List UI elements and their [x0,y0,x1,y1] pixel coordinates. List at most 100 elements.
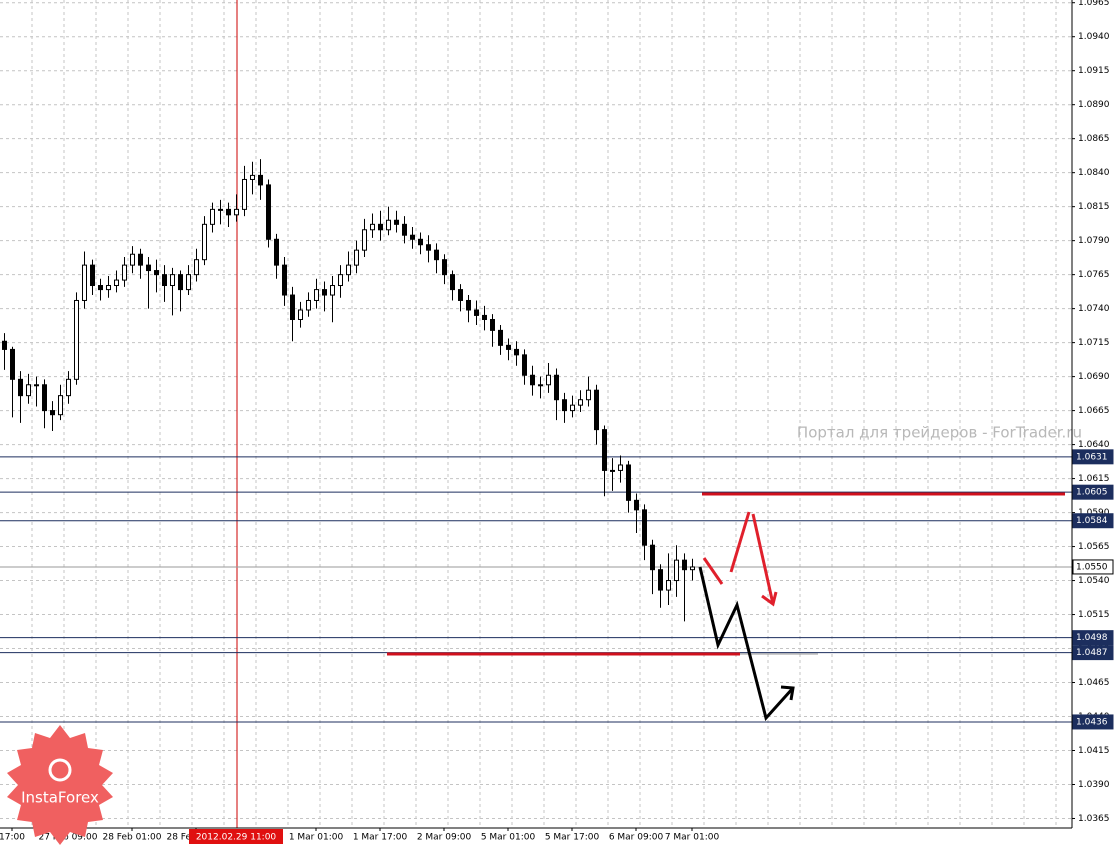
candle-body [90,264,95,287]
candle-body [290,294,295,321]
x-tick-label: 7 Mar 01:00 [665,833,720,843]
forecast-bull-head [761,591,778,607]
y-tick-label: 1.0965 [1078,0,1110,8]
y-tick-label: 1.0415 [1078,746,1110,756]
candle-body [450,274,455,291]
candle-body [554,374,559,401]
candle-body [2,340,7,350]
candle-body [130,253,135,266]
candle-body [442,259,447,276]
candle-body [650,544,655,571]
y-tick-label: 1.0890 [1078,100,1110,110]
forecast-bull [751,513,775,605]
candle-body [218,208,223,211]
level-labels: 1.0631 1.0605 1.0584 1.0550 1.0498 1.0487 1.04… [1072,449,1114,730]
candle-body [106,285,111,291]
candle-body [314,289,319,301]
level-label: 1.0550 [1076,562,1108,572]
candle-body [378,223,383,231]
level-label-box [1072,484,1114,500]
y-tick-label: 1.0615 [1078,474,1110,484]
y-tick-label: 1.0565 [1078,542,1110,552]
x-tick-label: 27 Feb 09:00 [38,833,97,843]
candle-body [154,270,159,276]
candle-body [482,314,487,321]
candle-body [74,299,79,380]
candle-body [186,274,191,291]
level-label-box [1072,513,1114,529]
candle-body [570,404,575,412]
candle-body [346,264,351,276]
candle-body [306,299,311,311]
candle-body [618,464,623,471]
logo-icon [48,758,72,782]
candle-body [602,429,607,471]
level-label-box [1072,645,1114,661]
candle-body [546,374,551,386]
level-label-box [1072,449,1114,465]
candle-body [658,569,663,591]
x-tick-label: 1 Mar 01:00 [289,833,344,843]
price-axis: 1.0965 1.0940 1.0915 1.0890 1.0865 1.0840 1.08… [1072,0,1110,824]
candle-body [226,208,231,216]
y-tick-label: 1.0665 [1078,406,1110,416]
y-tick-label: 1.0590 [1078,508,1110,518]
candle-body [362,229,367,251]
forecast-bull [729,511,751,573]
y-tick-label: 1.0365 [1078,814,1110,824]
candle-body [322,289,327,296]
candle-body [178,274,183,291]
candle-body [474,309,479,316]
y-tick-label: 1.0540 [1078,576,1110,586]
candle-body [122,264,127,281]
candle-body [562,399,567,412]
candle-body [266,184,271,240]
x-tick-label: 1 Mar 17:00 [353,833,408,843]
candle-body [210,208,215,225]
x-tick-label: 6 Mar 09:00 [609,833,664,843]
candle-body [162,274,167,287]
logo: InstaForex [7,725,113,845]
candle-body [666,580,671,591]
level-label: 1.0584 [1076,516,1108,526]
candle-body [202,223,207,261]
candle-body [250,174,255,180]
candle-body [98,285,103,291]
candle-body [514,348,519,356]
candle-body [82,264,87,301]
candle-body [626,464,631,501]
y-tick-label: 1.0715 [1078,338,1110,348]
candle-body [642,509,647,546]
candle-body [578,399,583,406]
x-tick-label: 28 Feb 01:00 [102,833,161,843]
candle-body [58,395,63,416]
level-label: 1.0498 [1076,633,1108,643]
y-tick-label: 1.0740 [1078,304,1110,314]
candles [2,159,695,622]
candle-body [114,279,119,287]
level-label: 1.0605 [1076,488,1108,498]
candle-body [610,469,615,472]
candle-body [690,566,695,571]
candle-body [274,238,279,266]
candle-body [194,259,199,276]
candle-body [282,264,287,296]
y-tick-label: 1.0765 [1078,270,1110,280]
candle-body [138,253,143,266]
level-label: 1.0631 [1076,452,1108,462]
candle-body [426,244,431,251]
level-label-box [1072,630,1114,646]
candle-body [354,249,359,266]
candle-body [338,274,343,287]
candle-body [298,309,303,321]
x-tick-label: 5 Mar 01:00 [481,833,536,843]
y-tick-label: 1.0865 [1078,134,1110,144]
logo-badge [7,725,113,845]
candle-body [66,378,71,397]
level-label-box [1072,559,1114,575]
y-tick-label: 1.0840 [1078,168,1110,178]
candle-body [530,374,535,386]
x-tick-label: 17:00 [0,833,25,843]
candle-body [34,384,39,387]
candle-body [410,234,415,240]
